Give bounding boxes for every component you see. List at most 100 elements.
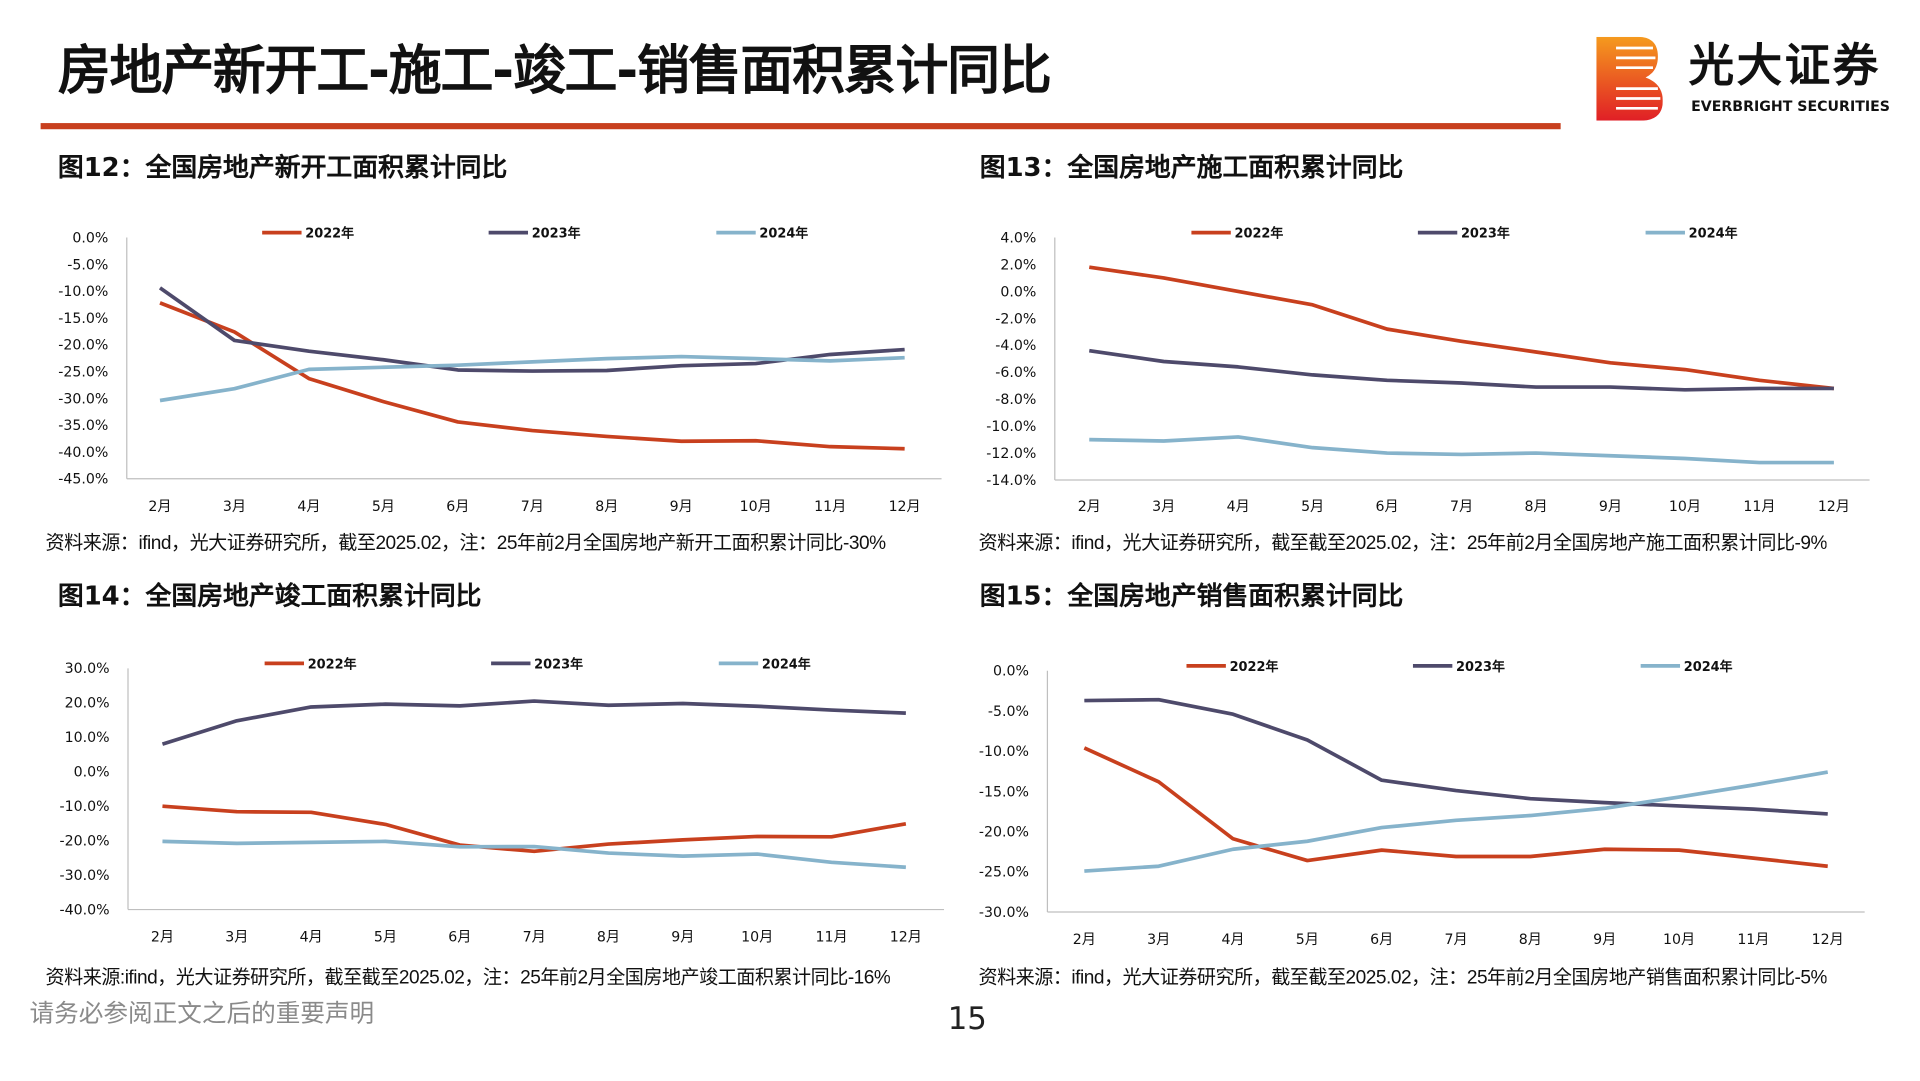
legend-label: 2022年 (1234, 226, 1283, 242)
y-tick-label: -5.0% (988, 704, 1029, 720)
series-line-2022年 (1089, 267, 1834, 388)
legend-label: 2024年 (759, 226, 808, 242)
x-tick-label: 8月 (595, 499, 618, 515)
x-tick-label: 5月 (1301, 499, 1324, 515)
x-tick-label: 2月 (1073, 932, 1096, 948)
y-tick-label: -2.0% (995, 311, 1036, 327)
x-tick-label: 11月 (1743, 499, 1775, 515)
y-tick-label: -30.0% (979, 905, 1029, 921)
y-tick-label: 0.0% (993, 664, 1029, 680)
x-tick-label: 12月 (890, 930, 922, 946)
series-line-2023年 (1089, 351, 1834, 390)
y-tick-label: -15.0% (58, 311, 108, 327)
series-line-2024年 (1089, 437, 1834, 463)
y-tick-label: -30.0% (60, 868, 110, 884)
x-tick-label: 2月 (148, 499, 171, 515)
legend-label: 2023年 (534, 656, 583, 672)
legend-label: 2022年 (308, 656, 357, 672)
y-tick-label: -4.0% (995, 338, 1036, 354)
y-tick-label: -12.0% (986, 446, 1036, 462)
x-tick-label: 5月 (374, 930, 397, 946)
x-tick-label: 12月 (1818, 499, 1850, 515)
y-tick-label: -20.0% (58, 338, 108, 354)
series-line-2023年 (1084, 700, 1827, 814)
legend-label: 2024年 (1684, 659, 1733, 675)
x-tick-label: 4月 (1227, 499, 1250, 515)
y-tick-label: -10.0% (58, 284, 108, 300)
y-tick-label: 30.0% (65, 661, 110, 677)
chart-12: 0.0% -5.0% -10.0% -15.0% -20.0% -25.0% -30.0% -… (58, 226, 941, 515)
series-line-2022年 (160, 303, 905, 449)
x-tick-label: 7月 (1450, 499, 1473, 515)
x-tick-label: 10月 (740, 499, 772, 515)
legend-label: 2023年 (532, 226, 581, 242)
x-tick-label: 3月 (225, 930, 248, 946)
x-tick-label: 10月 (1663, 932, 1695, 948)
page-number: 15 (948, 1002, 987, 1037)
x-tick-label: 7月 (523, 930, 546, 946)
y-tick-label: -5.0% (67, 257, 108, 273)
x-tick-label: 4月 (300, 930, 323, 946)
y-tick-label: -8.0% (995, 392, 1036, 408)
y-tick-label: -35.0% (58, 418, 108, 434)
x-tick-label: 6月 (446, 499, 469, 515)
legend-label: 2024年 (1689, 226, 1738, 242)
y-tick-label: -10.0% (979, 744, 1029, 760)
x-tick-label: 5月 (372, 499, 395, 515)
y-tick-label: -30.0% (58, 391, 108, 407)
x-tick-label: 7月 (521, 499, 544, 515)
x-tick-label: 10月 (1669, 499, 1701, 515)
chart-15: 0.0% -5.0% -10.0% -15.0% -20.0% -25.0% -30.0% 2… (979, 659, 1865, 948)
x-tick-label: 11月 (814, 499, 846, 515)
x-tick-label: 12月 (889, 499, 921, 515)
legend-label: 2022年 (305, 226, 354, 242)
y-tick-label: 0.0% (72, 230, 108, 246)
chart-13: 4.0% 2.0% 0.0% -2.0% -4.0% -6.0% -8.0% -10.0% -1… (986, 226, 1869, 515)
chart-14: 30.0%20.0%10.0%0.0%-10.0%-20.0%-30.0%-40… (60, 656, 945, 945)
x-tick-label: 8月 (597, 930, 620, 946)
series-line-2023年 (162, 701, 905, 744)
y-tick-label: -25.0% (979, 865, 1029, 881)
y-tick-label: -40.0% (58, 445, 108, 461)
x-tick-label: 2月 (1078, 499, 1101, 515)
y-tick-label: 20.0% (65, 696, 110, 712)
y-tick-label: 4.0% (1000, 230, 1036, 246)
legend-label: 2022年 (1230, 659, 1279, 675)
x-tick-label: 7月 (1444, 932, 1467, 948)
x-tick-label: 2月 (151, 930, 174, 946)
y-tick-label: -25.0% (58, 364, 108, 380)
x-tick-label: 9月 (670, 499, 693, 515)
y-tick-label: -15.0% (979, 784, 1029, 800)
y-tick-label: 0.0% (1000, 284, 1036, 300)
x-tick-label: 8月 (1519, 932, 1542, 948)
disclaimer: 请务必参阅正文之后的重要声明 (30, 999, 375, 1027)
x-tick-label: 3月 (1152, 499, 1175, 515)
x-tick-label: 3月 (1147, 932, 1170, 948)
x-tick-label: 9月 (1593, 932, 1616, 948)
x-tick-label: 8月 (1524, 499, 1547, 515)
legend-label: 2023年 (1461, 226, 1510, 242)
y-tick-label: -20.0% (979, 825, 1029, 841)
x-tick-label: 9月 (671, 930, 694, 946)
y-tick-label: 2.0% (1000, 257, 1036, 273)
y-tick-label: -10.0% (986, 419, 1036, 435)
x-tick-label: 4月 (297, 499, 320, 515)
x-tick-label: 5月 (1296, 932, 1319, 948)
x-tick-label: 6月 (1370, 932, 1393, 948)
x-tick-label: 12月 (1812, 932, 1844, 948)
y-tick-label: -10.0% (60, 799, 110, 815)
x-tick-label: 10月 (741, 930, 773, 946)
x-tick-label: 6月 (1376, 499, 1399, 515)
legend-label: 2023年 (1456, 659, 1505, 675)
y-tick-label: -14.0% (986, 473, 1036, 489)
y-tick-label: 10.0% (65, 730, 110, 746)
series-line-2024年 (162, 841, 905, 867)
y-tick-label: 0.0% (74, 765, 110, 781)
x-tick-label: 11月 (1737, 932, 1769, 948)
y-tick-label: -45.0% (58, 472, 108, 488)
y-tick-label: -20.0% (60, 834, 110, 850)
y-tick-label: -6.0% (995, 365, 1036, 381)
x-tick-label: 6月 (448, 930, 471, 946)
x-tick-label: 11月 (815, 930, 847, 946)
